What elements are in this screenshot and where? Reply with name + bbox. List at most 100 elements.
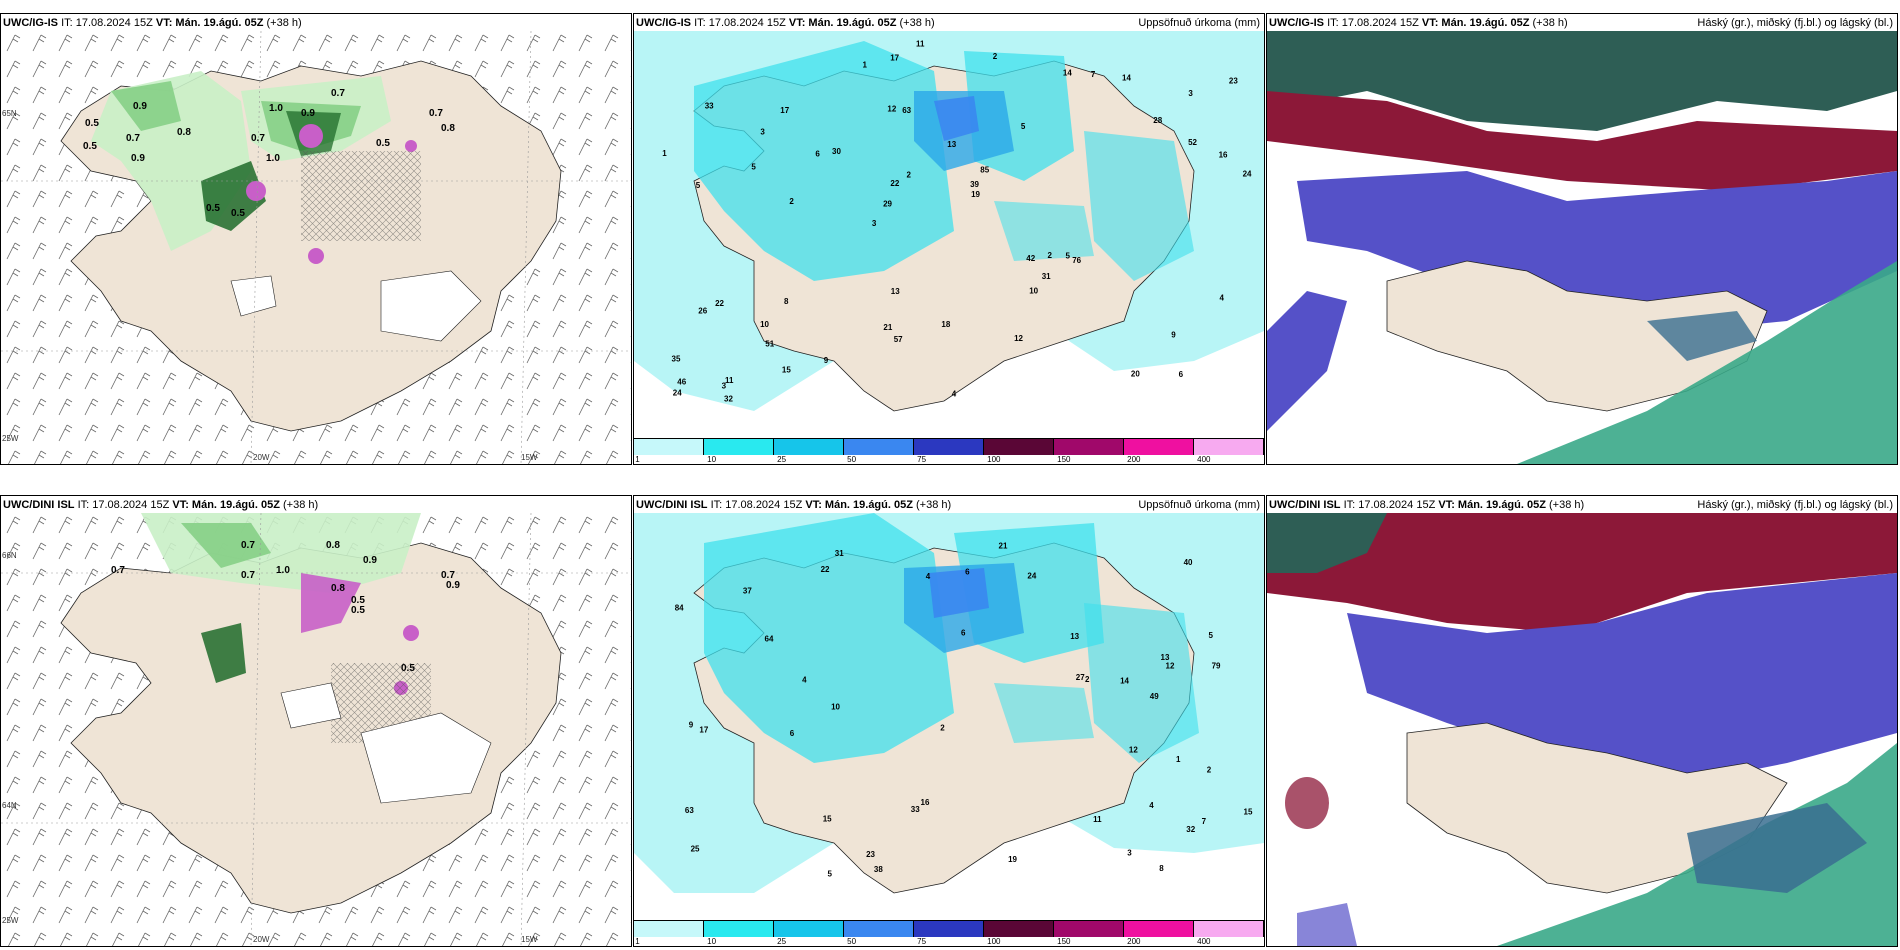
precip-value-label: 19 <box>1008 855 1017 864</box>
precip-value-label: 12 <box>887 105 896 114</box>
cloud-dark-green <box>201 623 246 683</box>
precip-value-label: 57 <box>894 335 903 344</box>
colorbar-swatch <box>844 439 914 455</box>
precip-magenta-4 <box>308 248 324 264</box>
axis-label-lon15: 15W <box>521 453 538 462</box>
precip-value-label: 28 <box>1153 116 1162 125</box>
colorbar: 1 10 25 50 75 100 150 200 400 <box>634 920 1264 946</box>
axis-label-lon25: 25W <box>2 916 19 925</box>
precip-value-label: 3 <box>872 219 877 228</box>
longitude-lines <box>250 513 532 946</box>
precip-cyan-3 <box>1084 131 1194 281</box>
precip-value-label: 18 <box>941 320 950 329</box>
colorbar-swatches <box>634 438 1264 455</box>
svg-text:0.9: 0.9 <box>363 555 377 566</box>
colorbar-tick-label: 50 <box>847 455 857 464</box>
precip-value-label: 6 <box>790 729 795 738</box>
svg-text:0.7: 0.7 <box>331 88 345 99</box>
svg-text:0.8: 0.8 <box>331 583 345 594</box>
cloud-mid-green <box>111 81 181 131</box>
precip-map: 6 5 3 3 5 11 12 13 22 30 35 51 63 85 76 33 17 24 42 52 29 21 2… <box>634 31 1264 436</box>
precip-value-label: 31 <box>1042 272 1051 281</box>
precip-value-label: 24 <box>1027 571 1036 580</box>
precip-value-label: 21 <box>883 323 892 332</box>
panel-header: UWC/IG-IS IT: 17.08.2024 15Z VT: Mán. 19… <box>3 17 302 29</box>
precip-cyan <box>694 41 954 281</box>
colorbar-swatch <box>774 439 844 455</box>
precip-value-label: 22 <box>715 299 724 308</box>
svg-text:0.7: 0.7 <box>251 133 265 144</box>
colorbar-labels: 1 10 25 50 75 100 150 200 400 <box>634 937 1264 946</box>
svg-text:0.7: 0.7 <box>441 570 455 581</box>
colorbar-swatch <box>844 921 914 937</box>
precip-value-label: 16 <box>921 798 930 807</box>
cloud-mid <box>1297 171 1897 331</box>
cloud-high <box>1267 513 1897 633</box>
colorbar-swatch <box>704 439 774 455</box>
colorbar-tick-label: 75 <box>917 455 927 464</box>
precip-value-label: 1 <box>662 149 667 158</box>
precip-value-label: 10 <box>760 320 769 329</box>
svg-text:0.8: 0.8 <box>326 540 340 551</box>
longitude-lines <box>250 31 532 464</box>
precip-value-label: 25 <box>691 845 700 854</box>
svg-text:0.9: 0.9 <box>131 153 145 164</box>
precip-value-label: 46 <box>677 378 686 387</box>
svg-text:0.9: 0.9 <box>133 101 147 112</box>
colorbar-swatches <box>634 920 1264 937</box>
precip-value-label: 2 <box>1085 675 1090 684</box>
precip-value-label: 12 <box>1166 662 1175 671</box>
cloud-dark-teal <box>1267 31 1897 131</box>
svg-text:1.0: 1.0 <box>266 153 280 164</box>
precip-cyan-3 <box>1084 603 1199 763</box>
precip-value-label: 13 <box>891 287 900 296</box>
panel-header: UWC/DINI ISL IT: 17.08.2024 15Z VT: Mán.… <box>3 499 319 511</box>
precip-value-label: 13 <box>947 140 956 149</box>
colorbar-tick-label: 200 <box>1127 455 1141 464</box>
precip-value-label: 15 <box>1244 807 1253 816</box>
precip-value-label: 27 <box>1076 673 1085 682</box>
colorbar-swatch <box>1054 439 1124 455</box>
precip-value-label: 24 <box>673 389 682 398</box>
cloud-low-dark <box>1687 803 1867 893</box>
panel-wind-top: UWC/IG-IS IT: 17.08.2024 15Z VT: Mán. 19… <box>0 13 632 465</box>
panel-cloud-bottom: UWC/DINI ISL IT: 17.08.2024 15Z VT: Mán.… <box>1266 495 1898 947</box>
precip-value-label: 29 <box>883 200 892 209</box>
precip-value-label: 2 <box>940 724 945 733</box>
precip-value-label: 7 <box>1091 70 1096 79</box>
precip-value-label: 10 <box>831 703 840 712</box>
precip-value-label: 4 <box>952 390 957 399</box>
precip-value-label: 4 <box>1220 293 1225 302</box>
colorbar-tick-label: 100 <box>987 455 1001 464</box>
axis-label-lon25: 25W <box>2 434 19 443</box>
panel-precip-bottom: UWC/DINI ISL IT: 17.08.2024 15Z VT: Mán.… <box>633 495 1265 947</box>
precip-value-label: 52 <box>1188 138 1197 147</box>
value-labels: 0.5 0.9 0.7 0.9 0.8 0.7 0.5 0.5 0.5 1.0 … <box>83 88 455 219</box>
panel-wind-bottom: UWC/DINI ISL IT: 17.08.2024 15Z VT: Mán.… <box>0 495 632 947</box>
wind-cloud-map: 0.7 0.7 0.8 0.9 1.0 0.7 0.9 0.5 0.5 0.7 … <box>1 513 631 946</box>
cloud-map <box>1267 31 1897 464</box>
colorbar-swatch <box>634 921 704 937</box>
panel-header: UWC/DINI ISL IT: 17.08.2024 15Z VT: Mán.… <box>636 499 1260 511</box>
precip-value-label: 16 <box>1219 151 1228 160</box>
precip-value-label: 23 <box>866 850 875 859</box>
precip-value-label: 32 <box>724 395 733 404</box>
colorbar-swatch <box>1194 439 1264 455</box>
colorbar-tick-label: 400 <box>1197 455 1211 464</box>
cloud-mid-green <box>181 523 271 568</box>
svg-text:0.9: 0.9 <box>446 580 460 591</box>
colorbar: 1 10 25 50 75 100 150 200 400 <box>634 438 1264 464</box>
precip-value-label: 6 <box>961 629 966 638</box>
precip-map: 4 5 7 6 25 31 13 15 40 64 79 84 49 38 63 37 32 22 16 12 9 17 1… <box>634 513 1264 918</box>
axis-label-lon15: 15W <box>521 935 538 944</box>
precip-value-label: 14 <box>1122 73 1131 82</box>
svg-text:0.7: 0.7 <box>429 108 443 119</box>
colorbar-swatch <box>704 921 774 937</box>
precip-cyan-4 <box>994 201 1094 261</box>
precip-value-label: 8 <box>784 297 789 306</box>
precip-value-label: 6 <box>965 567 970 576</box>
precip-blue-2 <box>934 96 979 141</box>
precip-value-label: 5 <box>696 181 701 190</box>
cloud-high <box>1267 91 1897 191</box>
precip-value-label: 17 <box>780 106 789 115</box>
